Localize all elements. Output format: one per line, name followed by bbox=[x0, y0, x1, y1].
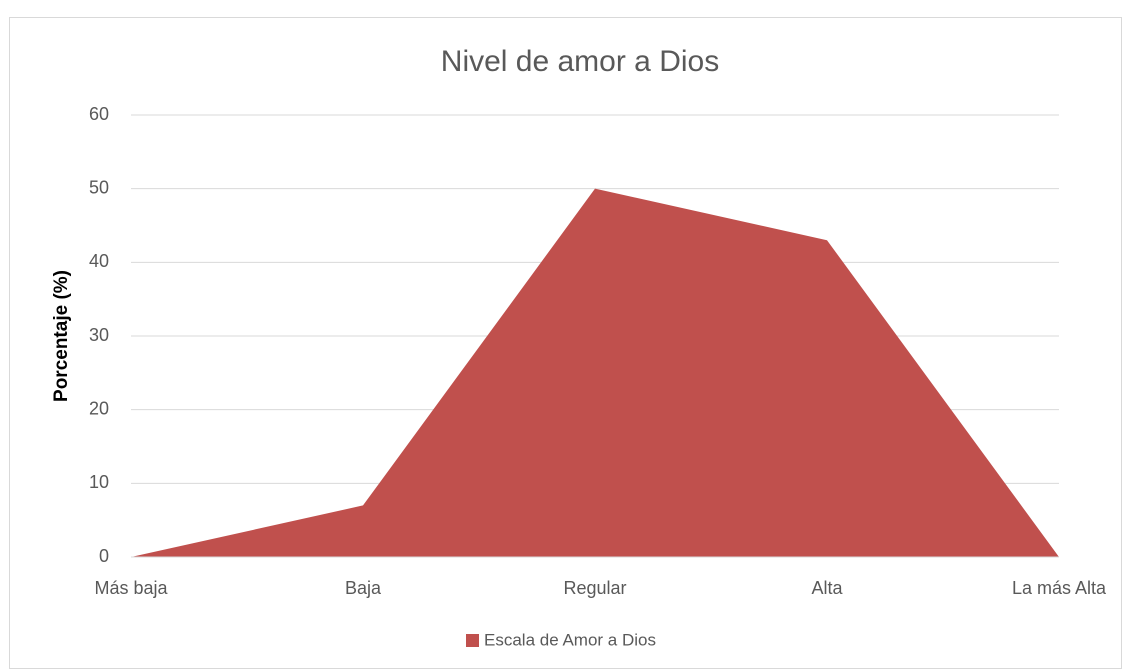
y-tick-label: 50 bbox=[89, 177, 109, 197]
y-tick-label: 20 bbox=[89, 398, 109, 418]
y-tick-label: 60 bbox=[89, 104, 109, 124]
chart-title: Nivel de amor a Dios bbox=[441, 45, 719, 78]
y-tick-label: 0 bbox=[99, 546, 109, 566]
x-tick-label: Baja bbox=[345, 578, 382, 598]
y-axis-label: Porcentaje (%) bbox=[51, 270, 72, 402]
y-tick-label: 10 bbox=[89, 472, 109, 492]
x-tick-label: Regular bbox=[563, 578, 626, 598]
x-tick-label: Más baja bbox=[94, 578, 168, 598]
y-tick-label: 30 bbox=[89, 325, 109, 345]
x-tick-label: La más Alta bbox=[1012, 578, 1107, 598]
legend-swatch bbox=[466, 634, 479, 647]
legend-label: Escala de Amor a Dios bbox=[484, 630, 656, 649]
area bbox=[131, 188, 1059, 557]
x-tick-label: Alta bbox=[811, 578, 843, 598]
y-tick-label: 40 bbox=[89, 251, 109, 271]
